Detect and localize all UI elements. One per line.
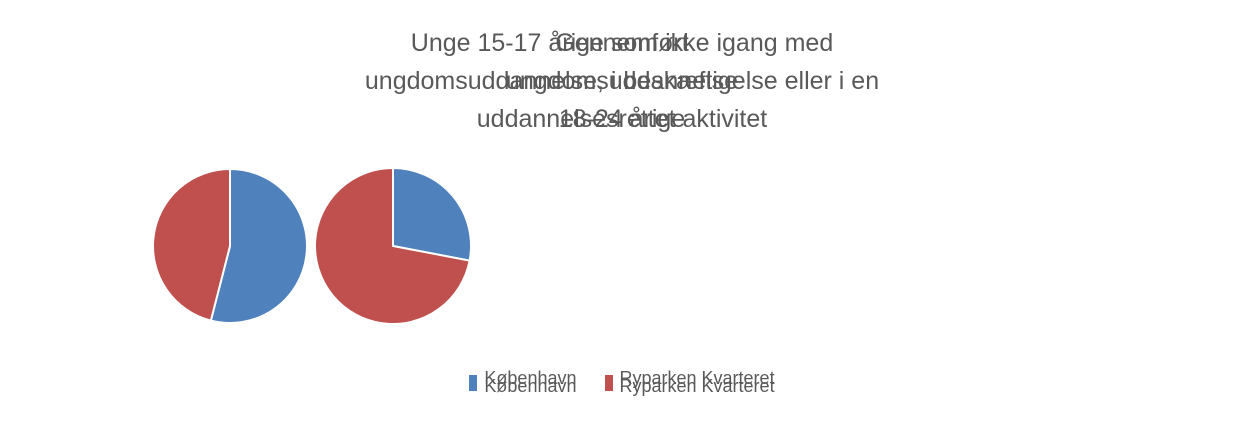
legend: København Ryparken Kvarteret bbox=[0, 376, 1244, 397]
pie-slice bbox=[152, 167, 231, 322]
legend-label: Ryparken Kvarteret bbox=[619, 376, 775, 396]
legend-item: København bbox=[469, 376, 577, 397]
legend-swatch bbox=[604, 383, 613, 392]
legend-swatch bbox=[469, 383, 478, 392]
pie-slice bbox=[314, 166, 471, 325]
legend: København Ryparken Kvarteret bbox=[0, 368, 1244, 389]
legend-item: Ryparken Kvarteret bbox=[604, 368, 775, 389]
legend-swatch bbox=[604, 375, 613, 384]
chart-title: Gennemført ungdomsuddannelse 18-24 årige bbox=[505, 29, 739, 133]
legend-item: Ryparken Kvarteret bbox=[604, 376, 775, 397]
legend-label: København bbox=[484, 368, 577, 388]
pie-slice bbox=[392, 166, 472, 262]
pie-chart bbox=[152, 167, 308, 324]
legend-label: Ryparken Kvarteret bbox=[619, 368, 775, 388]
legend-label: København bbox=[484, 376, 577, 396]
legend-swatch bbox=[469, 375, 478, 384]
legend-item: København bbox=[469, 368, 577, 389]
chart-title: Unge 15-17 årige som ikke igang med ungd… bbox=[364, 29, 880, 133]
pie-chart bbox=[314, 166, 472, 325]
pie-slice bbox=[209, 167, 308, 324]
